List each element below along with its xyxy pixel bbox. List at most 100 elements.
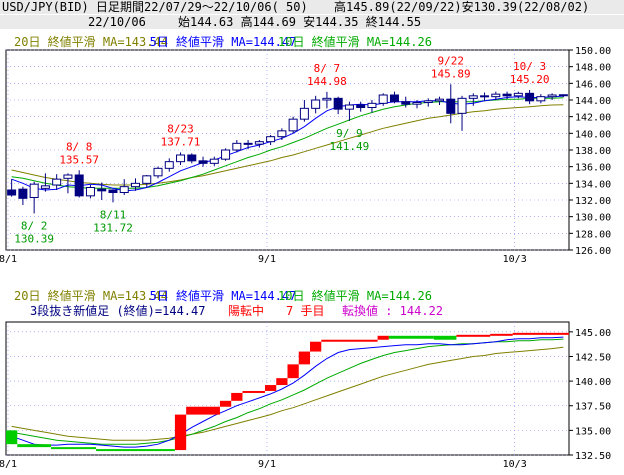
high-annotation-date: 8/ 8	[66, 140, 93, 153]
candle-up	[85, 187, 95, 197]
candle-down	[97, 188, 107, 192]
candle-down	[243, 142, 253, 145]
candle-up	[164, 161, 174, 169]
y-tick-label-1: 128.00	[575, 229, 611, 240]
break-block-up	[287, 364, 299, 379]
candle-down	[502, 93, 512, 97]
legend-entry-2: 20日 終値平滑 MA=143.44	[14, 288, 168, 303]
high-annotation-date: 8/ 7	[314, 62, 341, 75]
y-tick-label-2: 140.00	[575, 377, 611, 388]
break-block-up	[456, 334, 491, 337]
ma5-line	[11, 95, 564, 192]
y-tick-label-2: 135.00	[575, 426, 611, 437]
candle-down	[187, 154, 197, 162]
candle-down	[356, 104, 366, 108]
candle-up	[491, 93, 501, 98]
y-tick-label-1: 130.00	[575, 213, 611, 224]
x-tick-label-2: 9/1	[258, 459, 276, 470]
header-line-2: 22/10/06 始144.63 高144.69 安144.35 終144.55	[0, 15, 624, 29]
break-reversal-value: 転換値 : 144.22	[342, 303, 443, 318]
y-tick-label-1: 146.00	[575, 79, 611, 90]
candle-up	[153, 167, 163, 177]
candle-up	[468, 95, 478, 99]
y-tick-label-1: 142.00	[575, 113, 611, 124]
candle-up	[209, 158, 219, 164]
break-block-down	[388, 335, 434, 339]
candle-up	[378, 94, 388, 104]
candle-up	[435, 98, 445, 102]
y-tick-label-2: 132.50	[575, 451, 611, 462]
candle-up	[232, 142, 242, 151]
candle-up	[130, 182, 140, 188]
ma20-line	[11, 104, 564, 186]
break-count: 7 手目	[286, 304, 324, 318]
break-state: 陽転中	[228, 303, 264, 318]
candle-up	[547, 94, 557, 98]
candle-down	[558, 94, 568, 97]
candle-up	[142, 175, 152, 184]
break-block-down	[6, 430, 18, 445]
y-tick-label-2: 145.00	[575, 328, 611, 339]
candle-down	[401, 101, 411, 105]
break-block-up	[186, 406, 220, 415]
plot-frame-2	[5, 321, 570, 456]
x-tick-label-1: 9/1	[258, 254, 276, 265]
candle-up	[311, 99, 321, 109]
period-high-low: 高145.89(22/09/22)安130.39(22/08/02)	[334, 0, 590, 14]
candle-up	[536, 96, 546, 102]
candle-up	[29, 183, 39, 199]
y-tick-label-1: 140.00	[575, 129, 611, 140]
candle-down	[446, 98, 456, 114]
break-block-down	[433, 335, 457, 340]
break-block-down	[96, 449, 175, 452]
candle-up	[457, 97, 467, 114]
candle-up	[221, 149, 231, 160]
break-block-up	[377, 335, 389, 340]
candle-up	[266, 136, 276, 143]
y-tick-label-1: 148.00	[575, 63, 611, 74]
candle-up	[322, 97, 332, 101]
break-block-up	[231, 392, 243, 401]
header-line-1: USD/JPY(BID) 日足 期間22/07/29～22/10/06( 50)…	[0, 0, 624, 14]
candle-up	[176, 154, 186, 163]
ma5-line-break	[11, 336, 564, 448]
high-annotation-value: 145.20	[510, 73, 550, 86]
ma20-line-break	[11, 346, 564, 441]
candle-down	[108, 189, 118, 193]
high-annotation-value: 137.71	[161, 135, 201, 148]
candle-up	[254, 141, 264, 145]
x-tick-label-1: 8/1	[0, 254, 17, 265]
low-annotation-date: 9/ 9	[336, 127, 363, 140]
high-annotation-value: 145.89	[431, 67, 471, 80]
legend-entry-1: 10日 終値平滑 MA=144.26	[278, 34, 432, 49]
period-label: 期間22/07/29～22/10/06( 50)	[120, 0, 308, 14]
high-annotation-value: 135.57	[59, 153, 99, 166]
high-annotation-value: 144.98	[307, 75, 347, 88]
instrument-label: USD/JPY(BID) 日足	[2, 0, 120, 14]
break-block-up	[298, 351, 311, 365]
current-ohlc: 始144.63 高144.69 安144.35 終144.55	[178, 15, 422, 29]
candle-up	[119, 186, 129, 194]
candle-down	[389, 94, 399, 103]
x-tick-label-2: 10/3	[503, 459, 527, 470]
y-tick-label-1: 132.00	[575, 196, 611, 207]
y-tick-label-1: 126.00	[575, 246, 611, 257]
break-info-label: 3段抜き新値足 (終値)=144.47	[30, 303, 205, 318]
y-tick-label-1: 144.00	[575, 96, 611, 107]
low-annotation-date: 8/11	[100, 208, 127, 221]
break-block-up	[174, 414, 187, 451]
candle-up	[513, 92, 523, 97]
break-block-down	[17, 444, 52, 448]
candle-down	[525, 92, 535, 102]
high-annotation-date: 10/ 3	[513, 60, 546, 73]
y-tick-label-2: 142.50	[575, 352, 611, 363]
candle-up	[52, 178, 62, 186]
break-block-up	[310, 341, 322, 352]
legend-entry-1: 5日 終値平滑 MA=144.47	[150, 34, 297, 49]
candle-up	[277, 130, 287, 138]
candle-down	[333, 97, 343, 110]
candle-down	[480, 95, 490, 98]
ma10-line-break	[11, 338, 564, 445]
candle-down	[74, 174, 84, 197]
